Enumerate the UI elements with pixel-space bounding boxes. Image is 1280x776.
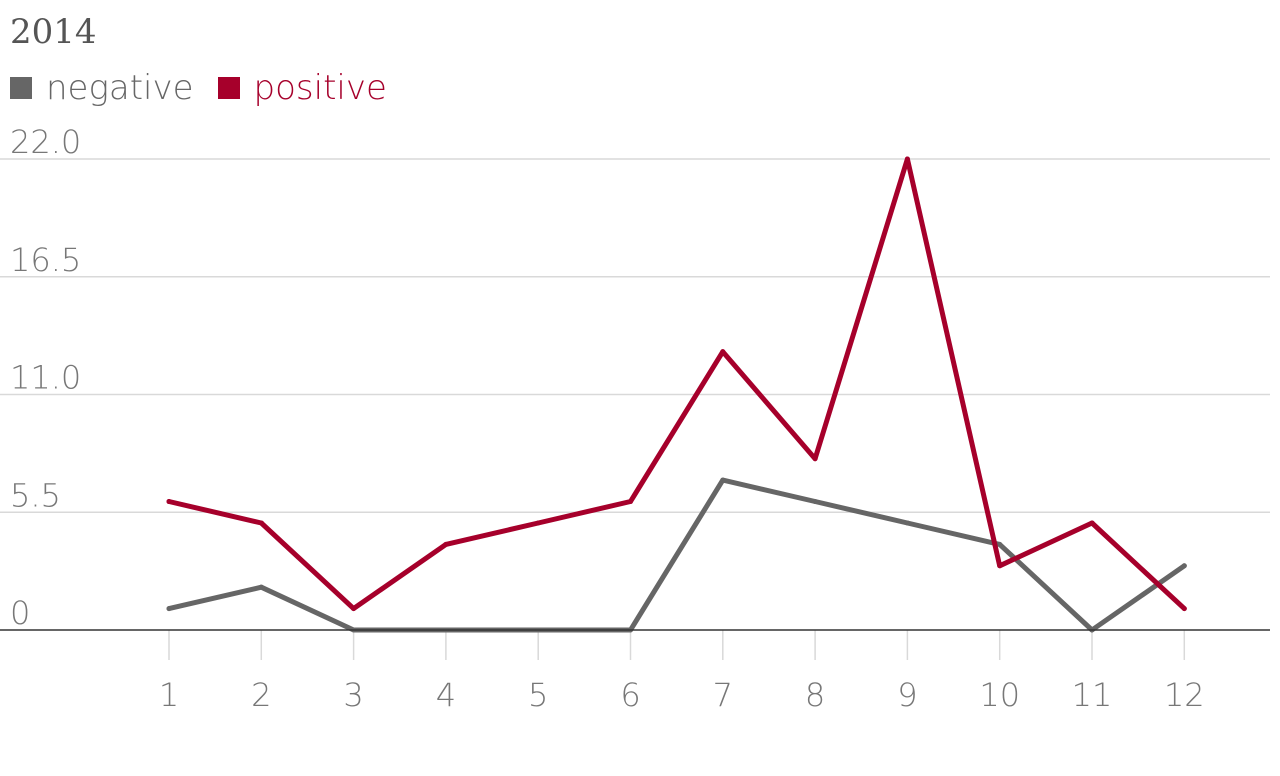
data-point-positive — [351, 606, 357, 612]
data-point-positive — [535, 520, 541, 526]
data-point-positive — [904, 156, 910, 162]
x-tick-label: 11 — [1072, 676, 1113, 714]
x-tick-label: 2 — [251, 676, 271, 714]
data-point-positive — [720, 349, 726, 355]
data-point-negative — [720, 477, 726, 483]
data-point-positive — [812, 456, 818, 462]
x-tick-label: 12 — [1164, 676, 1205, 714]
x-tick-label: 1 — [159, 676, 179, 714]
data-point-negative — [258, 584, 264, 590]
data-point-positive — [443, 541, 449, 547]
data-point-positive — [166, 499, 172, 505]
data-point-negative — [904, 520, 910, 526]
x-tick-label: 3 — [343, 676, 363, 714]
data-point-positive — [628, 499, 633, 505]
x-tick-label: 8 — [805, 676, 825, 714]
x-tick-label: 6 — [620, 676, 640, 714]
series-line-positive — [166, 156, 1187, 612]
y-tick-label: 5.5 — [10, 476, 61, 514]
x-tick-label: 9 — [897, 676, 917, 714]
x-tick-label: 10 — [979, 676, 1020, 714]
series-line-negative — [166, 477, 1187, 633]
x-tick-label: 5 — [528, 676, 548, 714]
legend-item-negative[interactable]: negative — [10, 68, 194, 108]
legend-item-positive[interactable]: positive — [217, 68, 387, 108]
data-point-positive — [1089, 520, 1095, 526]
x-tick-label: 4 — [436, 676, 456, 714]
y-tick-label: 16.5 — [10, 241, 81, 279]
y-tick-label: 0 — [10, 594, 30, 632]
legend-label-negative: negative — [46, 68, 194, 108]
y-tick-label: 11.0 — [10, 359, 81, 397]
data-point-negative — [1181, 563, 1187, 569]
legend-swatch-negative — [10, 77, 32, 99]
legend-swatch-positive — [217, 77, 240, 99]
data-point-positive — [997, 563, 1003, 569]
data-point-negative — [812, 499, 818, 505]
data-point-positive — [1181, 606, 1187, 612]
data-point-positive — [258, 520, 264, 526]
data-point-negative — [997, 541, 1003, 547]
y-tick-label: 22.0 — [10, 123, 81, 161]
chart-title: 2014 — [10, 12, 97, 52]
data-point-negative — [166, 606, 172, 612]
x-tick-label: 7 — [713, 676, 733, 714]
legend-label-positive: positive — [253, 68, 387, 108]
legend: negative positive — [10, 68, 411, 108]
